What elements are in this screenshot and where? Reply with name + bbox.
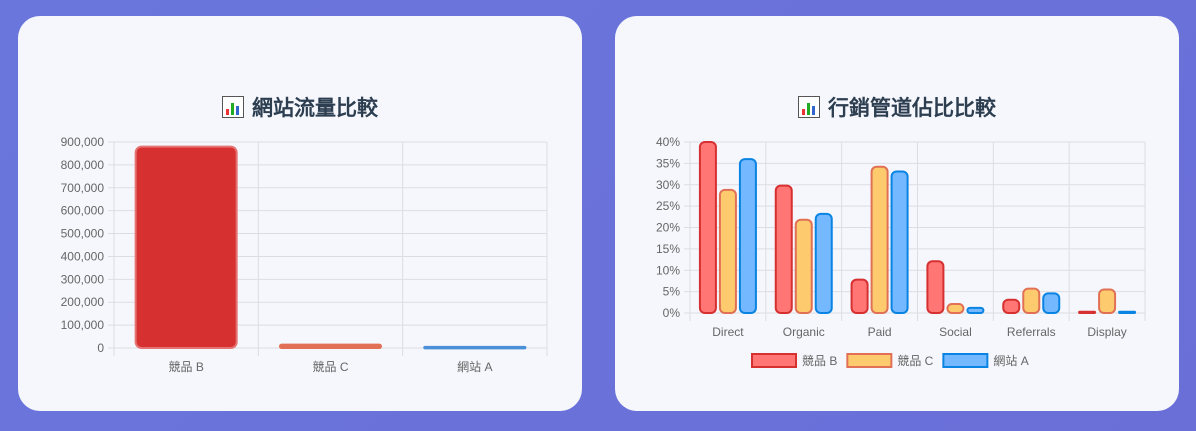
y-tick-label: 35% — [656, 156, 680, 170]
traffic-comparison-card: 網站流量比較 0 100,000 200,000 300,000 400,000 500,… — [18, 16, 582, 411]
legend-label: 競品 B — [802, 353, 837, 368]
bar — [1022, 287, 1041, 315]
y-tick-label: 30% — [656, 178, 680, 192]
y-tick-label: 400,000 — [61, 249, 105, 263]
y-tick-label: 600,000 — [61, 204, 105, 218]
bar — [794, 218, 813, 314]
bar-chart-icon — [222, 96, 244, 118]
y-tick-label: 800,000 — [61, 158, 105, 172]
x-tick-label: Social — [939, 325, 972, 339]
chart-title-text: 行銷管道佔比比較 — [828, 97, 996, 120]
bar — [134, 145, 238, 349]
bar — [698, 141, 717, 314]
y-tick-label: 0 — [97, 341, 104, 355]
x-tick-label: 網站 A — [457, 360, 492, 374]
bar — [814, 212, 833, 315]
y-tick-label: 500,000 — [61, 227, 105, 241]
bar — [1118, 310, 1137, 314]
legend-swatch — [942, 353, 989, 368]
legend-label: 競品 C — [897, 353, 933, 368]
y-tick-label: 5% — [663, 285, 681, 299]
bar — [946, 303, 965, 314]
y-tick-label: 0% — [663, 306, 681, 320]
bar — [1098, 288, 1117, 314]
legend-label: 網站 A — [993, 354, 1028, 368]
channel-bar-chart: 0% 5% 10% 15% 20% 25% 30% 35% 40% Direct Organic Pa… — [656, 135, 1146, 368]
bar — [278, 343, 383, 350]
bar — [423, 345, 527, 350]
x-tick-label: 競品 C — [312, 359, 348, 374]
x-tick-label: Paid — [868, 325, 892, 339]
x-tick-label: Organic — [783, 325, 825, 339]
x-tick-label: Referrals — [1007, 325, 1056, 339]
bar — [774, 184, 793, 314]
chart-title: 網站流量比較 — [18, 92, 582, 122]
y-tick-label: 15% — [656, 242, 680, 256]
y-tick-label: 100,000 — [61, 318, 105, 332]
chart-title: 行銷管道佔比比較 — [615, 92, 1179, 122]
legend-swatch — [751, 353, 797, 368]
y-tick-label: 20% — [656, 221, 680, 235]
bar — [966, 306, 985, 314]
legend-swatch — [846, 353, 893, 368]
y-tick-label: 40% — [656, 135, 680, 149]
bar — [1002, 298, 1021, 314]
bar — [1042, 292, 1061, 314]
bar — [890, 170, 909, 314]
channel-share-card: 行銷管道佔比比較 0% 5% 10% 15% 20% 25% 30% 35% 40% Direct… — [615, 16, 1179, 411]
traffic-bar-chart: 0 100,000 200,000 300,000 400,000 500,000 600,… — [61, 135, 548, 374]
x-tick-label: 競品 B — [168, 359, 203, 374]
y-tick-label: 300,000 — [61, 272, 105, 286]
bar — [738, 158, 757, 314]
bar — [850, 278, 869, 314]
bar — [926, 260, 945, 315]
bar — [718, 188, 737, 315]
chart-title-text: 網站流量比較 — [252, 97, 378, 120]
y-tick-label: 700,000 — [61, 181, 105, 195]
x-tick-label: Display — [1087, 325, 1126, 339]
y-tick-label: 200,000 — [61, 295, 105, 309]
y-tick-label: 25% — [656, 199, 680, 213]
y-tick-label: 10% — [656, 263, 680, 277]
x-tick-label: Direct — [712, 325, 744, 339]
bar — [870, 165, 889, 314]
y-tick-label: 900,000 — [61, 135, 105, 149]
bar-chart-icon — [798, 96, 820, 118]
bar — [1078, 310, 1097, 314]
